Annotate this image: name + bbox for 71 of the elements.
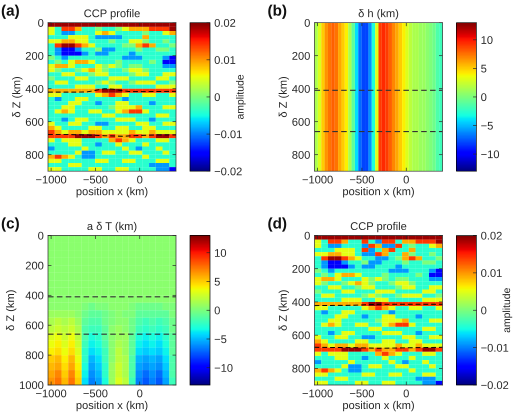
x-tick-label: 0 (137, 389, 142, 398)
color-bar-label: 0.02 (214, 18, 236, 27)
x-tick-label: −500 (83, 389, 108, 398)
y-tick-label: 1000 (20, 381, 44, 390)
y-axis-title: δ Z (km) (278, 76, 290, 118)
x-tick-label: 0 (404, 389, 409, 398)
x-tick-label: 0 (404, 176, 409, 184)
color-bar-label: 10 (215, 249, 226, 257)
x-axis-title: position x (km) (343, 187, 414, 198)
color-bar-label: −10 (214, 364, 233, 372)
color-bar-label: 0.01 (214, 56, 236, 64)
x-axis-title: position x (km) (343, 400, 414, 412)
y-tick-label: 200 (26, 52, 44, 60)
y-tick-label: 0 (304, 232, 310, 240)
color-bar-label: −5 (481, 122, 493, 130)
x-tick-label: −1000 (36, 176, 66, 184)
y-tick-label: 400 (26, 292, 44, 300)
y-tick-label: 0 (38, 18, 44, 27)
color-bar-label: −0.01 (481, 344, 508, 352)
y-tick-label: 400 (292, 298, 310, 306)
y-axis-title: δ Z (km) (278, 290, 290, 330)
y-tick-label: 200 (292, 52, 310, 60)
y-tick-label: 200 (26, 262, 44, 270)
text: (a) (2, 4, 19, 19)
y-tick-label: 600 (26, 321, 44, 330)
y-axis-title: δ Z (km) (12, 76, 23, 118)
color-bar-label: −0.02 (481, 381, 508, 390)
y-tick-label: 600 (26, 118, 44, 126)
y-tick-label: 0 (38, 232, 44, 240)
x-tick-label: −1000 (302, 389, 333, 398)
y-axis-title: δ Z (km) (6, 290, 16, 330)
y-tick-label: 800 (292, 364, 310, 373)
color-bar-label: 0 (481, 93, 486, 102)
chart-title: CCP profile (84, 9, 140, 20)
color-bar-label: −0.02 (214, 167, 242, 176)
chart-title: CCP profile (350, 222, 406, 232)
x-tick-label: −1000 (36, 389, 66, 398)
text: (b) (268, 4, 286, 19)
y-tick-label: 800 (292, 150, 310, 159)
color-bar-label: 0 (214, 93, 220, 102)
color-bar-title: amplitude (236, 74, 246, 120)
x-axis-title: position x (km) (76, 187, 148, 198)
color-bar-label: 0 (214, 306, 220, 314)
x-tick-label: −500 (83, 176, 108, 184)
x-tick-label: −500 (350, 389, 374, 398)
x-tick-label: 0 (137, 176, 142, 184)
y-tick-label: 400 (26, 84, 44, 93)
y-tick-label: 600 (292, 118, 310, 126)
color-bar-label: 0.01 (481, 269, 502, 278)
y-tick-label: 200 (292, 264, 310, 273)
y-tick-label: 800 (26, 351, 44, 360)
color-bar-title: amplitude (502, 288, 512, 332)
y-tick-label: 800 (26, 150, 44, 159)
x-tick-label: −1000 (302, 176, 333, 184)
x-tick-label: −500 (350, 176, 374, 184)
y-tick-label: 0 (304, 18, 310, 27)
color-bar-label: 5 (481, 64, 486, 73)
color-bar-label: −10 (481, 150, 500, 158)
y-tick-label: 400 (292, 84, 310, 93)
color-bar-label: 0 (481, 306, 486, 314)
color-bar-label: 0.02 (481, 232, 502, 240)
text: (d) (268, 217, 286, 232)
y-tick-label: 600 (292, 331, 310, 340)
color-bar-label: 5 (214, 278, 220, 286)
color-bar-label: 10 (482, 36, 493, 44)
chart-title: a δ T (km) (87, 222, 136, 232)
color-bar-label: −0.01 (214, 130, 242, 138)
text: (c) (2, 217, 19, 232)
x-axis-title: position x (km) (76, 400, 148, 412)
color-bar-label: −5 (214, 335, 226, 344)
chart-title: δ h (km) (358, 9, 398, 20)
